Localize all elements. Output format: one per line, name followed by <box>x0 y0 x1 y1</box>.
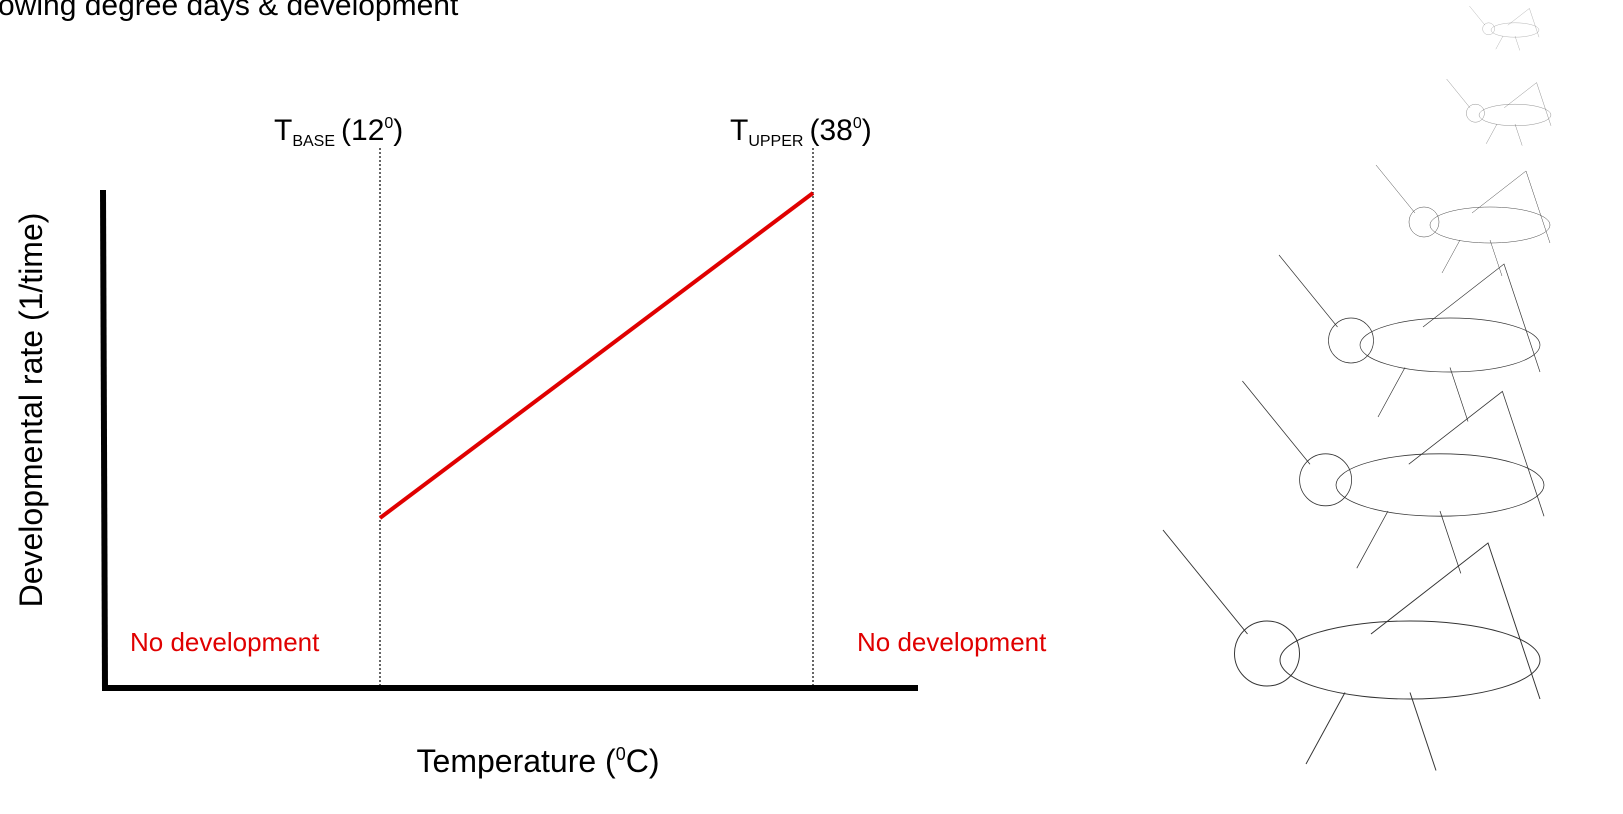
grasshopper <box>1376 165 1550 276</box>
text-part: 0 <box>853 115 862 132</box>
text-part: 0 <box>616 744 626 764</box>
grasshopper <box>1279 255 1540 422</box>
text-part: ) <box>393 114 403 147</box>
rate-line <box>380 193 813 518</box>
y-axis-label: Developmental rate (1/time) <box>13 213 49 608</box>
region-label: No development <box>130 627 320 657</box>
text-part: C) <box>626 743 660 779</box>
slide: owing degree days & development TBASE(12… <box>0 0 1623 809</box>
text-part: Temperature ( <box>417 743 617 779</box>
text-part: (38 <box>809 114 852 147</box>
text-part: ) <box>862 114 872 147</box>
threshold-label: TUPPER (380) <box>730 114 872 150</box>
text-part: (12 <box>341 114 384 147</box>
text-part: BASE <box>292 133 335 150</box>
grasshopper <box>1447 79 1551 146</box>
title: owing degree days & development <box>0 0 459 22</box>
y-axis <box>103 190 105 690</box>
text-part: T <box>730 114 748 147</box>
text-part: UPPER <box>748 133 803 150</box>
grasshopper-illustrations <box>1163 6 1551 771</box>
threshold-label: TBASE (120) <box>274 114 403 150</box>
region-label: No development <box>857 627 1047 657</box>
grasshopper <box>1469 6 1539 50</box>
text-part: 0 <box>384 115 393 132</box>
x-axis-label: Temperature (0C) <box>417 743 660 779</box>
grasshopper <box>1242 381 1544 573</box>
text-part: T <box>274 114 292 147</box>
grasshopper <box>1163 530 1540 771</box>
